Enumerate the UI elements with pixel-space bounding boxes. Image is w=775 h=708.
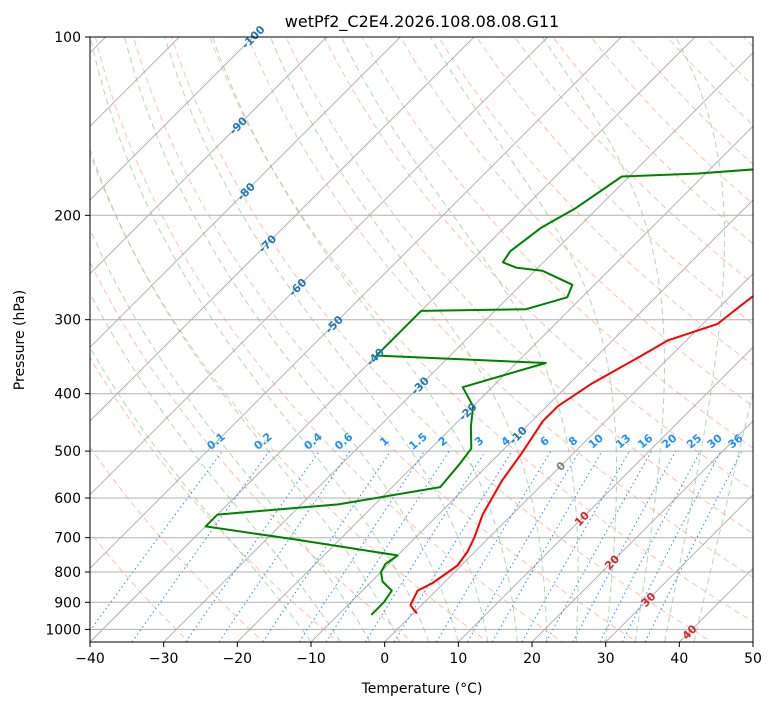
y-tick-label: 200 xyxy=(54,208,81,224)
y-tick-label: 100 xyxy=(54,30,81,46)
chart-title: wetPf2_C2E4.2026.108.08.08.G11 xyxy=(285,12,559,32)
isotherms xyxy=(90,37,753,642)
mixing-ratio-line xyxy=(599,450,701,642)
isotherm-line xyxy=(90,37,401,349)
x-tick-label: 40 xyxy=(670,651,688,667)
y-tick-label: 400 xyxy=(54,387,81,403)
y-tick-label: 900 xyxy=(54,595,81,611)
mixing-ratio-line xyxy=(218,450,351,642)
moist-adiabat-line xyxy=(90,147,400,642)
mixing-ratio-line xyxy=(572,450,677,642)
y-tick-label: 500 xyxy=(54,444,81,460)
dry-adiabat-line xyxy=(285,37,753,535)
moist-adiabat-line xyxy=(164,37,489,642)
moist-adiabat-line xyxy=(429,37,617,642)
moist-adiabat-line xyxy=(90,291,341,642)
isotherm-line xyxy=(384,272,753,642)
sounding-profiles xyxy=(204,168,753,616)
dry-adiabat-line xyxy=(247,37,753,578)
mixing-ratio-line xyxy=(325,450,450,642)
moist-adiabat-line xyxy=(212,37,518,642)
plot-frame xyxy=(89,36,754,643)
mixing-ratio-line xyxy=(393,450,513,642)
mixing-ratio-lines xyxy=(90,450,743,642)
dry-adiabat-line xyxy=(170,37,713,642)
x-axis-ticks: −40 −30 −20 −10 0 10 20 30 40 50 xyxy=(75,642,762,667)
plot-background xyxy=(90,37,753,642)
x-tick-label: −10 xyxy=(296,651,326,667)
x-tick-label: −20 xyxy=(223,651,253,667)
x-tick-label: 0 xyxy=(380,651,389,667)
x-tick-label: −30 xyxy=(149,651,179,667)
y-tick-label: 600 xyxy=(54,491,81,507)
dry-adiabat-line xyxy=(323,37,753,491)
mixing-ratio-line xyxy=(435,450,552,642)
mixing-ratio-line xyxy=(467,450,580,642)
dry-adiabat-line xyxy=(361,37,753,449)
moist-adiabat-line xyxy=(90,37,430,642)
moist-adiabat-line xyxy=(124,37,459,642)
y-tick-label: 700 xyxy=(54,531,81,547)
pressure-grid xyxy=(90,37,753,630)
mixing-ratio-line xyxy=(364,450,486,642)
y-tick-label: 800 xyxy=(54,565,81,581)
isotherm-line xyxy=(90,37,622,570)
isotherm-line xyxy=(531,420,753,642)
dry-adiabat-line xyxy=(90,152,489,642)
isotherm-line xyxy=(236,125,753,642)
y-axis-label: Pressure (hPa) xyxy=(12,290,28,390)
isotherm-line xyxy=(90,37,549,496)
moist-adiabat-line xyxy=(693,390,753,642)
x-tick-label: 20 xyxy=(523,651,541,667)
moist-adiabat-line xyxy=(664,37,726,642)
isotherm-line xyxy=(310,199,753,642)
dry-adiabat-line xyxy=(755,10,775,645)
y-tick-label: 1000 xyxy=(45,622,81,638)
dry-adiabat-line xyxy=(399,37,753,407)
isotherm-line xyxy=(90,37,475,422)
x-axis-label: Temperature (°C) xyxy=(361,681,483,697)
moist-adiabat-line xyxy=(90,228,371,642)
dewpoint-profile-line xyxy=(204,168,753,616)
isotherm-line xyxy=(163,51,753,642)
moist-adiabat-line xyxy=(269,37,548,642)
isotherm-line xyxy=(752,641,753,642)
x-tick-label: 10 xyxy=(449,651,467,667)
moist-adiabats xyxy=(90,37,753,642)
isotherm-line xyxy=(90,37,328,275)
isotherm-line xyxy=(605,493,753,642)
x-tick-label: 30 xyxy=(597,651,615,667)
mixing-ratio-line xyxy=(185,450,320,642)
isotherm-line xyxy=(90,37,254,201)
x-tick-label: 50 xyxy=(744,651,762,667)
y-tick-label: 300 xyxy=(54,313,81,329)
x-tick-label: −40 xyxy=(75,651,105,667)
isotherm-line xyxy=(457,346,753,642)
dry-adiabat-line xyxy=(437,37,753,366)
temperature-profile-line xyxy=(409,295,753,615)
mixing-ratio-line xyxy=(262,450,392,642)
moist-adiabat-line xyxy=(340,37,579,642)
moist-adiabat-line xyxy=(542,37,666,642)
y-axis-ticks: 100 200 300 400 500 600 700 800 900 1000 xyxy=(45,30,90,638)
